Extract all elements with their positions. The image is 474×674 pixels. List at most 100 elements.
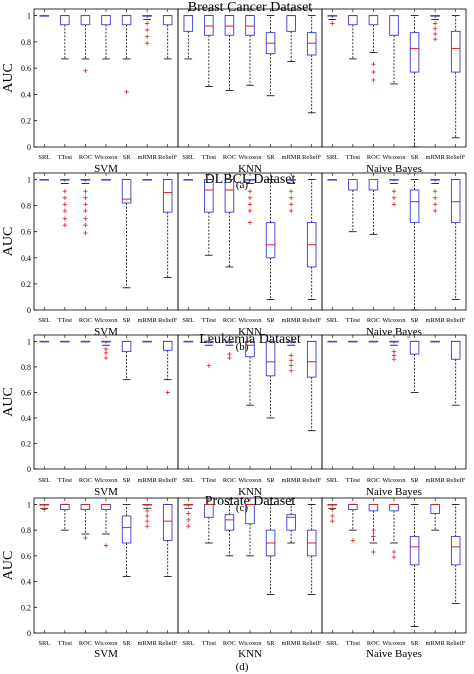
outlier-marker	[83, 222, 88, 228]
box-wicoxon: Wicoxon	[238, 335, 262, 484]
classifier-label: SVM	[94, 486, 118, 498]
x-tick-label: SRL	[326, 477, 338, 484]
outlier-marker	[371, 62, 376, 67]
classifier-label: KNN	[238, 648, 262, 660]
x-tick-label: Wicoxon	[238, 317, 262, 324]
box-sr: SR	[409, 498, 420, 647]
outlier-marker	[247, 202, 253, 207]
y-tick-label: 0.6	[21, 228, 31, 237]
box-ttest: TTest	[202, 498, 217, 647]
classifier-label: SVM	[94, 163, 118, 175]
box-relieff: ReliefF	[302, 498, 322, 647]
x-tick-label: SR	[123, 317, 132, 324]
outlier-marker	[186, 524, 191, 529]
outlier-marker	[103, 543, 109, 548]
iqr-box	[121, 515, 132, 544]
x-tick-label: mRMR	[138, 477, 158, 484]
outlier-marker	[371, 534, 376, 539]
box-sr: SR	[265, 498, 276, 647]
box-srl: SRL	[326, 498, 338, 647]
iqr-box	[162, 15, 173, 26]
y-tick-label: 0.4	[21, 90, 31, 99]
y-axis-label: AUC	[1, 63, 16, 93]
outlier-marker	[391, 353, 397, 358]
x-tick-label: mRMR	[426, 477, 446, 484]
iqr-box	[224, 179, 235, 213]
panel-frame	[321, 172, 467, 311]
outlier-marker	[288, 189, 294, 194]
outlier-marker	[432, 21, 438, 26]
box-srl: SRL	[38, 173, 50, 324]
outlier-marker	[330, 513, 335, 519]
outlier-marker	[247, 195, 253, 200]
outlier-marker	[371, 549, 376, 555]
box-roc: ROC	[79, 498, 92, 647]
panel-frame	[177, 497, 323, 634]
box-relieff: ReliefF	[158, 9, 178, 161]
y-tick-label: 0.2	[21, 280, 31, 289]
x-tick-label: TTest	[202, 154, 217, 161]
x-tick-label: ReliefF	[446, 317, 466, 324]
box-wicoxon: Wicoxon	[238, 9, 262, 161]
box-wicoxon: Wicoxon	[382, 335, 406, 484]
iqr-box	[450, 179, 461, 224]
box-srl: SRL	[182, 9, 194, 161]
outlier-marker	[288, 353, 294, 358]
panel-naive-bayes: SRL TTest ROC Wicoxon SR mRMR ReliefF Naive Bay…	[321, 334, 467, 498]
box-ttest: TTest	[58, 335, 72, 484]
y-axis-label: AUC	[1, 387, 16, 417]
y-tick-label: 1	[27, 12, 31, 21]
x-tick-label: ROC	[223, 477, 236, 484]
iqr-box	[204, 15, 214, 36]
x-tick-label: ROC	[79, 154, 92, 161]
y-tick-label: 0.8	[21, 363, 31, 372]
box-roc: ROC	[367, 9, 380, 161]
x-tick-label: SRL	[38, 477, 50, 484]
outlier-marker	[432, 202, 438, 207]
x-tick-label: SRL	[326, 154, 338, 161]
x-tick-label: TTest	[202, 640, 217, 647]
box-wicoxon: Wicoxon	[94, 173, 118, 324]
box-roc: ROC	[79, 9, 92, 161]
x-tick-label: Wicoxon	[382, 154, 406, 161]
outlier-marker	[144, 524, 150, 529]
x-tick-label: TTest	[346, 154, 361, 161]
outlier-marker	[186, 517, 191, 523]
outlier-marker	[371, 77, 376, 83]
iqr-box	[348, 179, 358, 191]
iqr-box	[80, 15, 91, 26]
box-mrmr: mRMR	[426, 498, 445, 647]
chart-title: Breast Cancer Dataset	[188, 0, 312, 15]
iqr-box	[450, 340, 461, 360]
outlier-marker	[83, 189, 88, 194]
classifier-label: Naive Bayes	[366, 486, 422, 498]
box-wicoxon: Wicoxon	[94, 335, 118, 484]
outlier-marker	[288, 195, 294, 200]
outlier-marker	[62, 222, 68, 228]
outlier-marker	[144, 34, 150, 39]
x-tick-label: Wicoxon	[382, 477, 406, 484]
y-axis-label: AUC	[1, 551, 16, 581]
outlier-marker	[288, 368, 294, 373]
x-tick-label: mRMR	[282, 640, 302, 647]
iqr-box	[204, 179, 214, 213]
chart-title: Prostate Dataset	[205, 494, 296, 509]
x-tick-label: Wicoxon	[382, 317, 406, 324]
box-srl: SRL	[182, 173, 194, 324]
x-tick-label: TTest	[58, 317, 73, 324]
outlier-marker	[391, 549, 397, 555]
panel-naive-bayes: SRL TTest ROC Wicoxon SR mRMR ReliefF Naive Bay…	[321, 8, 467, 175]
outlier-marker	[288, 202, 294, 207]
box-mrmr: mRMR	[426, 9, 445, 161]
y-tick-label: 0	[27, 465, 31, 474]
box-srl: SRL	[182, 335, 194, 484]
x-tick-label: SR	[123, 154, 132, 161]
x-tick-label: SRL	[182, 477, 194, 484]
outlier-marker	[62, 195, 68, 200]
chart-title: Leukemia Dataset	[199, 332, 301, 347]
outlier-marker	[103, 355, 109, 361]
outlier-marker	[42, 507, 47, 512]
